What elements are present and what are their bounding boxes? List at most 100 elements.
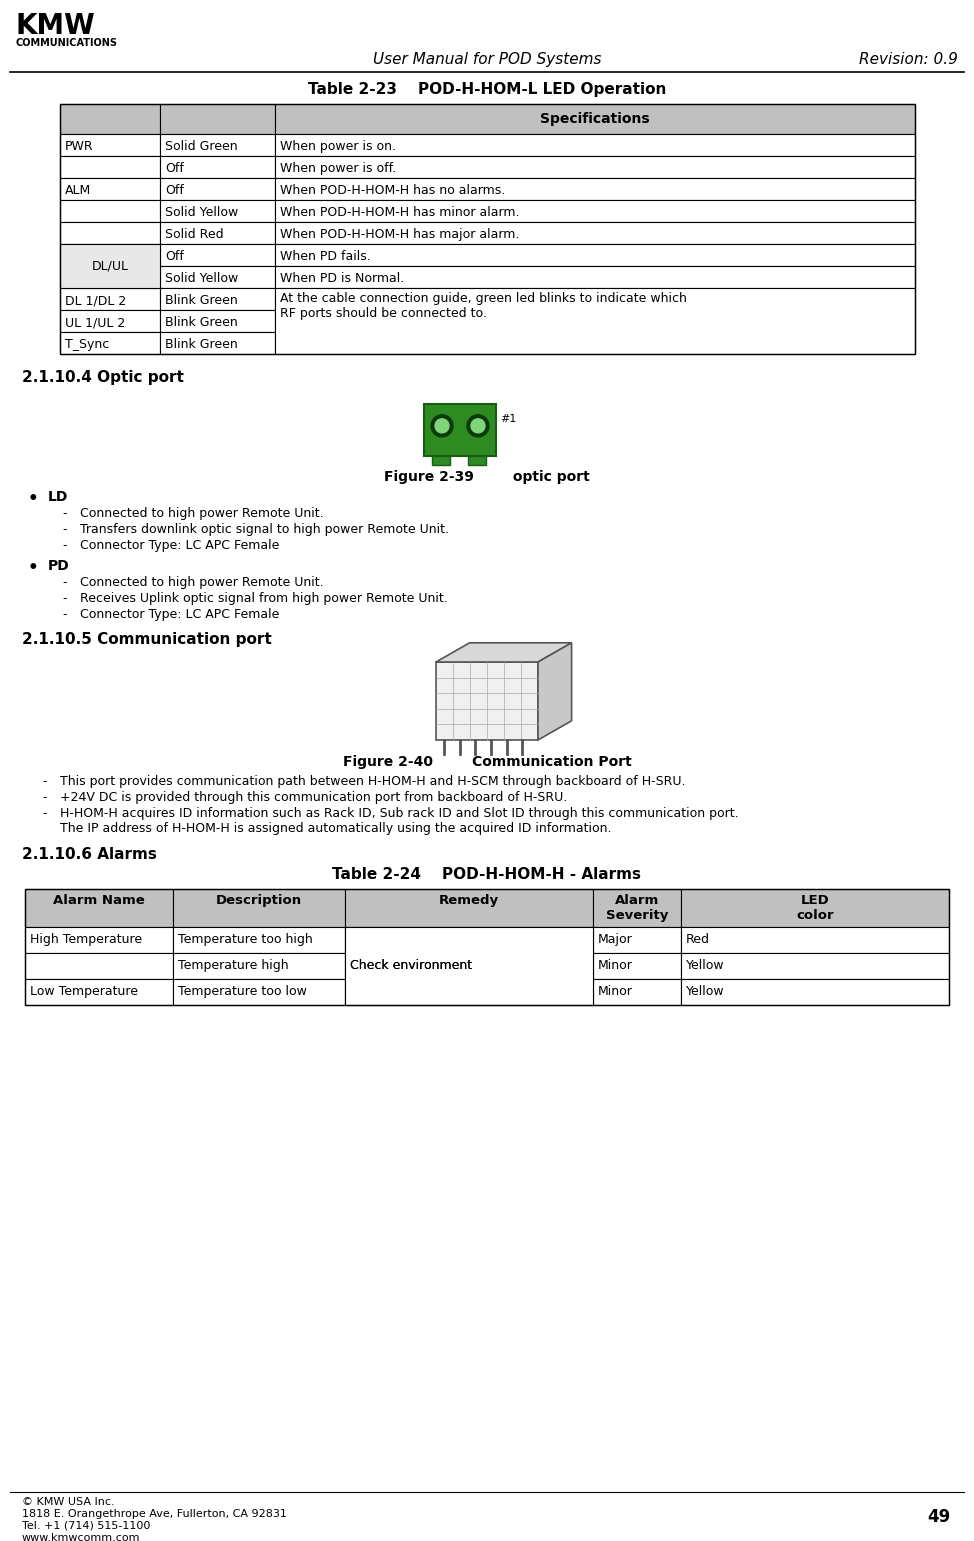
- Text: -: -: [42, 807, 47, 820]
- Text: DL/UL: DL/UL: [92, 259, 129, 273]
- Text: Specifications: Specifications: [541, 112, 650, 126]
- Text: Revision: 0.9: Revision: 0.9: [859, 52, 958, 66]
- Bar: [593, 889, 681, 928]
- Bar: [681, 952, 949, 979]
- Text: -: -: [62, 592, 66, 606]
- Text: Alarm Name: Alarm Name: [54, 894, 145, 908]
- Text: DL 1/DL 2: DL 1/DL 2: [65, 294, 127, 307]
- Bar: [60, 200, 160, 222]
- Text: Connected to high power Remote Unit.: Connected to high power Remote Unit.: [80, 576, 323, 589]
- Bar: [160, 267, 275, 288]
- Circle shape: [467, 415, 489, 436]
- Bar: [160, 331, 275, 354]
- Text: Solid Red: Solid Red: [165, 228, 224, 240]
- Polygon shape: [436, 643, 572, 663]
- Bar: [345, 928, 593, 1005]
- Polygon shape: [538, 643, 572, 740]
- Text: Alarm
Severity: Alarm Severity: [606, 894, 668, 922]
- Text: Solid Yellow: Solid Yellow: [165, 273, 239, 285]
- Text: Off: Off: [165, 250, 184, 264]
- Bar: [160, 243, 275, 267]
- Text: Remedy: Remedy: [439, 894, 499, 908]
- Text: -: -: [62, 539, 66, 552]
- Bar: [275, 103, 915, 134]
- Text: -: -: [42, 791, 47, 804]
- Bar: [60, 310, 160, 331]
- Bar: [345, 979, 593, 1005]
- Text: Table 2-24    POD-H-HOM-H - Alarms: Table 2-24 POD-H-HOM-H - Alarms: [332, 868, 642, 881]
- Bar: [60, 156, 160, 179]
- Text: www.kmwcomm.com: www.kmwcomm.com: [22, 1533, 140, 1541]
- Text: Temperature too low: Temperature too low: [178, 985, 307, 999]
- Text: Blink Green: Blink Green: [165, 337, 238, 351]
- Text: UL 1/UL 2: UL 1/UL 2: [65, 316, 126, 328]
- Text: LD: LD: [48, 490, 68, 504]
- Bar: [60, 179, 160, 200]
- Text: 1818 E. Orangethrope Ave, Fullerton, CA 92831: 1818 E. Orangethrope Ave, Fullerton, CA …: [22, 1509, 287, 1519]
- Text: Yellow: Yellow: [686, 985, 725, 999]
- Text: When power is on.: When power is on.: [280, 140, 396, 153]
- Bar: [160, 134, 275, 156]
- Text: -: -: [62, 507, 66, 519]
- Text: •: •: [28, 559, 39, 576]
- Text: Tel. +1 (714) 515-1100: Tel. +1 (714) 515-1100: [22, 1521, 150, 1532]
- Bar: [60, 222, 160, 243]
- Circle shape: [435, 419, 449, 433]
- Bar: [345, 952, 593, 979]
- Text: Minor: Minor: [598, 985, 633, 999]
- Bar: [275, 288, 915, 354]
- Text: Temperature too high: Temperature too high: [178, 932, 313, 946]
- Text: ALM: ALM: [65, 183, 92, 197]
- Bar: [275, 134, 915, 156]
- Text: #1: #1: [500, 415, 516, 424]
- Text: KMW: KMW: [15, 12, 94, 40]
- Text: Transfers downlink optic signal to high power Remote Unit.: Transfers downlink optic signal to high …: [80, 522, 449, 536]
- Text: -: -: [62, 576, 66, 589]
- Text: Figure 2-39        optic port: Figure 2-39 optic port: [384, 470, 590, 484]
- Text: Table 2-23    POD-H-HOM-L LED Operation: Table 2-23 POD-H-HOM-L LED Operation: [308, 82, 666, 97]
- Bar: [173, 979, 345, 1005]
- Bar: [345, 928, 593, 952]
- Bar: [25, 952, 173, 979]
- Bar: [681, 889, 949, 928]
- Text: 49: 49: [926, 1509, 950, 1526]
- Text: PWR: PWR: [65, 140, 94, 153]
- Text: User Manual for POD Systems: User Manual for POD Systems: [373, 52, 601, 66]
- Bar: [275, 179, 915, 200]
- Text: Temperature high: Temperature high: [178, 959, 288, 972]
- Text: Minor: Minor: [598, 959, 633, 972]
- Bar: [60, 267, 160, 288]
- Bar: [25, 889, 949, 1005]
- Text: Low Temperature: Low Temperature: [30, 985, 138, 999]
- Text: Off: Off: [165, 183, 184, 197]
- Bar: [593, 979, 681, 1005]
- Text: When POD-H-HOM-H has minor alarm.: When POD-H-HOM-H has minor alarm.: [280, 206, 519, 219]
- Bar: [25, 889, 173, 928]
- Bar: [681, 928, 949, 952]
- Bar: [275, 243, 915, 267]
- Bar: [160, 310, 275, 331]
- Bar: [468, 456, 486, 465]
- Text: •: •: [28, 490, 39, 509]
- Text: Receives Uplink optic signal from high power Remote Unit.: Receives Uplink optic signal from high p…: [80, 592, 448, 606]
- Text: -: -: [62, 609, 66, 621]
- Text: High Temperature: High Temperature: [30, 932, 142, 946]
- Bar: [593, 952, 681, 979]
- Text: Yellow: Yellow: [686, 959, 725, 972]
- Text: Description: Description: [216, 894, 302, 908]
- Text: Solid Green: Solid Green: [165, 140, 238, 153]
- Bar: [681, 979, 949, 1005]
- Text: Connected to high power Remote Unit.: Connected to high power Remote Unit.: [80, 507, 323, 519]
- Text: © KMW USA Inc.: © KMW USA Inc.: [22, 1496, 115, 1507]
- Bar: [173, 928, 345, 952]
- Text: When PD fails.: When PD fails.: [280, 250, 371, 264]
- Bar: [275, 267, 915, 288]
- Bar: [60, 103, 915, 354]
- Bar: [160, 222, 275, 243]
- Bar: [432, 456, 450, 465]
- Text: When power is off.: When power is off.: [280, 162, 396, 176]
- Bar: [60, 331, 160, 354]
- Bar: [436, 663, 538, 740]
- Text: Connector Type: LC APC Female: Connector Type: LC APC Female: [80, 539, 280, 552]
- Text: Red: Red: [686, 932, 710, 946]
